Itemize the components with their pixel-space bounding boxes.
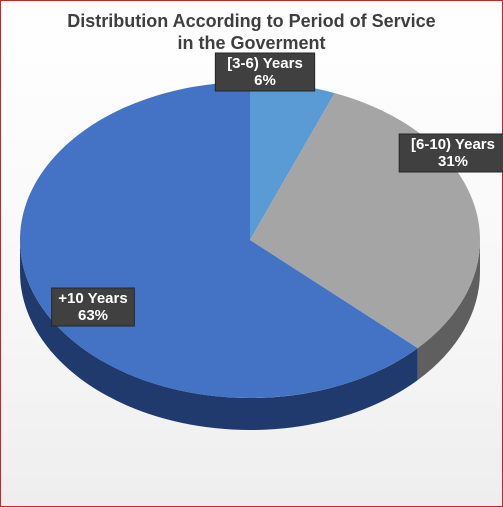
data-label-box <box>51 287 135 327</box>
chart-title-line-1: Distribution According to Period of Serv… <box>67 11 436 31</box>
pie-slice-0 <box>250 82 335 240</box>
data-label-percent: 31% <box>438 153 468 170</box>
pie-side-2 <box>20 240 418 430</box>
chart-title: Distribution According to Period of Serv… <box>0 10 503 54</box>
data-label-category: [3-6) Years <box>227 55 303 72</box>
data-label-box <box>398 133 503 173</box>
chart-title-line-2: in the Goverment <box>177 33 326 53</box>
data-label-percent: 63% <box>78 307 108 324</box>
data-label-percent: 6% <box>254 72 276 89</box>
data-label-category: +10 Years <box>58 290 127 307</box>
pie-side-1 <box>417 240 480 381</box>
data-label-box <box>214 52 316 92</box>
data-label-category: [6-10) Years <box>411 136 495 153</box>
